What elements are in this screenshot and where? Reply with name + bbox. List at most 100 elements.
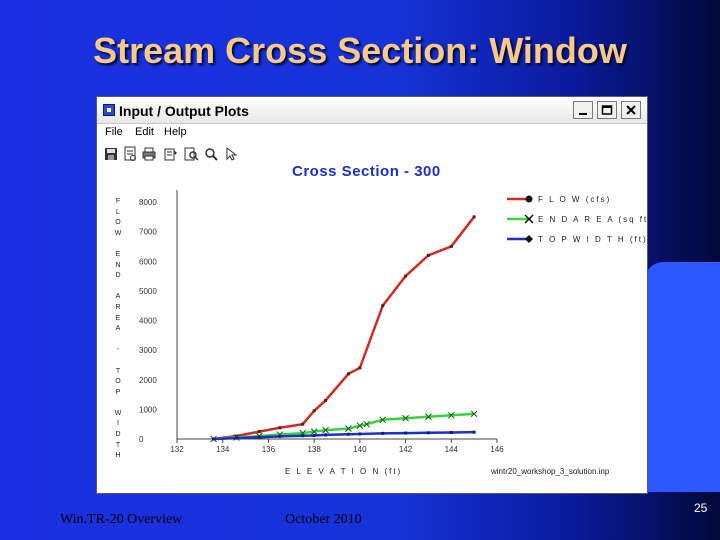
data-point-top_width bbox=[324, 433, 328, 437]
chart-title: Cross Section - 300 bbox=[292, 163, 441, 180]
data-point-end_area bbox=[379, 416, 387, 424]
y-axis-label-letter: W bbox=[114, 409, 122, 417]
y-axis-label-letter: D bbox=[115, 431, 121, 439]
legend-item-flow: F L O W (cfs) bbox=[507, 195, 611, 204]
y-tick-label: 3000 bbox=[139, 346, 157, 355]
legend-marker bbox=[524, 214, 534, 224]
legend-item-top_width: T O P W I D T H (ft) bbox=[507, 235, 647, 244]
data-point-top_width bbox=[312, 433, 316, 437]
data-point-flow bbox=[449, 244, 453, 248]
minimize-icon bbox=[579, 113, 587, 115]
y-tick-label: 5000 bbox=[139, 287, 157, 296]
y-axis-label-letter: W bbox=[114, 229, 122, 237]
data-point-flow bbox=[346, 372, 350, 376]
y-axis-label-letter: R bbox=[115, 303, 121, 311]
close-button[interactable] bbox=[621, 101, 641, 119]
data-point-top_width bbox=[234, 436, 238, 440]
data-point-end_area bbox=[402, 414, 409, 422]
data-point-top_width bbox=[346, 432, 350, 436]
window-title: Input / Output Plots bbox=[119, 103, 249, 119]
y-axis-label-letter: N bbox=[115, 261, 121, 269]
y-axis-label-letter: O bbox=[115, 378, 121, 386]
x-tick-label: 136 bbox=[262, 445, 276, 454]
data-point-flow bbox=[358, 366, 362, 370]
y-axis-label-letter: A bbox=[115, 293, 121, 301]
menu-bar: File Edit Help bbox=[97, 124, 647, 142]
data-point-end_area bbox=[310, 428, 318, 435]
menu-file[interactable]: File bbox=[105, 126, 123, 138]
data-point-end_area bbox=[363, 420, 371, 428]
data-point-flow bbox=[234, 434, 238, 438]
cross-section-chart: 132 134 136 138 140 142 144 146 0 1000 2000 3000 40… bbox=[139, 190, 647, 476]
y-axis-label-letter: - bbox=[116, 346, 120, 354]
y-tick-label: 6000 bbox=[139, 257, 157, 266]
y-tick-label: 8000 bbox=[139, 198, 157, 207]
data-point-end_area bbox=[345, 425, 352, 432]
data-point-top_width bbox=[381, 431, 385, 435]
data-point-flow bbox=[278, 426, 282, 430]
data-point-flow bbox=[426, 253, 430, 257]
y-axis-label-letter: E bbox=[115, 314, 121, 322]
menu-help[interactable]: Help bbox=[164, 126, 187, 138]
footer-center: October 2010 bbox=[285, 512, 362, 527]
y-axis-label-letter: T bbox=[115, 441, 121, 449]
y-axis-label-letter: H bbox=[115, 452, 121, 460]
data-point-end_area bbox=[356, 422, 364, 430]
zoom-icon[interactable] bbox=[203, 146, 219, 162]
search-icon[interactable] bbox=[183, 146, 199, 162]
series-line-top_width bbox=[213, 430, 475, 441]
toolbar bbox=[97, 143, 647, 167]
decorative-panel bbox=[645, 262, 720, 492]
minimize-button[interactable] bbox=[573, 101, 593, 119]
data-point-end_area bbox=[470, 410, 478, 418]
data-point-top_width bbox=[449, 430, 453, 434]
save-icon[interactable] bbox=[103, 146, 119, 162]
data-point-top_width bbox=[257, 435, 261, 439]
io-plots-window: Input / Output Plots File Edit Help bbox=[96, 96, 648, 494]
y-axis-label-letter: A bbox=[115, 325, 121, 333]
data-point-end_area bbox=[322, 426, 329, 434]
data-point-flow bbox=[381, 304, 385, 308]
menu-edit[interactable]: Edit bbox=[135, 126, 154, 138]
window-titlebar[interactable]: Input / Output Plots bbox=[97, 97, 647, 124]
data-point-top_width bbox=[212, 437, 216, 441]
data-point-end_area bbox=[447, 411, 455, 419]
y-axis-label-letter: D bbox=[115, 272, 121, 280]
y-axis-label-letter: O bbox=[115, 219, 121, 227]
data-point-top_width bbox=[358, 432, 362, 436]
y-tick-label: 4000 bbox=[139, 317, 157, 326]
file-name-label: wintr20_workshop_3_solution.inp bbox=[490, 467, 610, 476]
x-tick-label: 144 bbox=[445, 445, 459, 454]
print-preview-icon[interactable] bbox=[122, 146, 138, 162]
legend-marker bbox=[525, 195, 533, 203]
maximize-button[interactable] bbox=[597, 101, 617, 119]
y-tick-label: 1000 bbox=[139, 405, 157, 414]
legend-label: F L O W (cfs) bbox=[538, 195, 611, 204]
y-axis-label-letter: E bbox=[115, 250, 121, 258]
settings-icon[interactable] bbox=[163, 146, 179, 162]
data-point-top_width bbox=[301, 434, 305, 438]
legend-marker bbox=[525, 235, 533, 243]
data-point-top_width bbox=[472, 430, 476, 434]
print-icon[interactable] bbox=[141, 146, 157, 162]
y-axis-label-letter: I bbox=[117, 420, 119, 428]
footer-left: Win.TR-20 Overview bbox=[60, 512, 183, 527]
y-axis-label-letter: P bbox=[115, 388, 121, 396]
legend-label: T O P W I D T H (ft) bbox=[538, 235, 647, 244]
y-axis-label-letter: F bbox=[115, 198, 121, 205]
data-point-flow bbox=[312, 409, 316, 413]
pointer-icon[interactable] bbox=[223, 146, 239, 162]
x-tick-label: 146 bbox=[490, 445, 504, 454]
close-icon bbox=[626, 105, 636, 115]
x-tick-label: 134 bbox=[216, 445, 230, 454]
y-tick-label: 7000 bbox=[139, 228, 157, 237]
data-point-flow bbox=[404, 274, 408, 278]
y-axis-label-letter: L bbox=[116, 208, 120, 216]
x-tick-label: 140 bbox=[353, 445, 367, 454]
series-line-flow bbox=[213, 216, 476, 441]
app-icon bbox=[103, 104, 115, 116]
data-point-flow bbox=[301, 422, 305, 426]
legend-item-end_area: E N D A R E A (sq ft) bbox=[507, 214, 647, 224]
data-point-flow bbox=[257, 430, 261, 434]
